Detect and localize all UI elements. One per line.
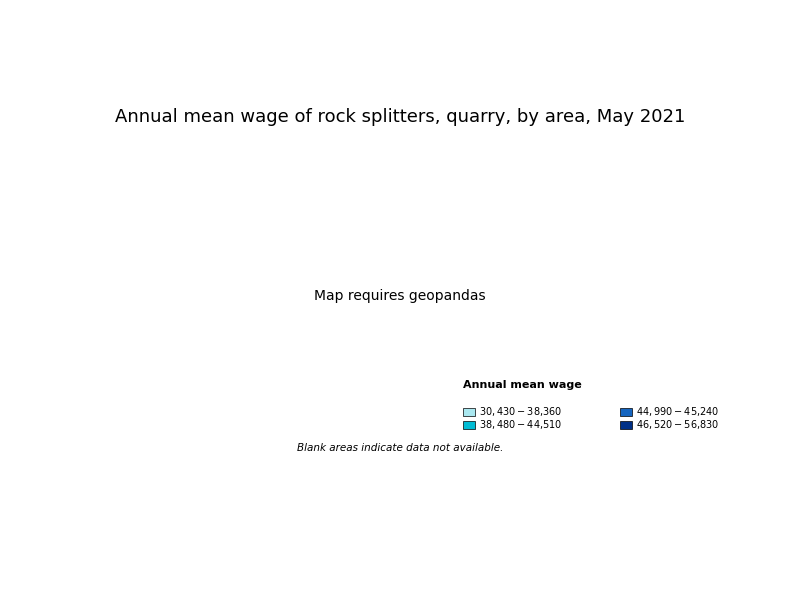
Text: $44,990 - $45,240: $44,990 - $45,240 (636, 405, 719, 418)
FancyBboxPatch shape (620, 421, 632, 429)
Text: Blank areas indicate data not available.: Blank areas indicate data not available. (297, 443, 503, 453)
Text: $38,480 - $44,510: $38,480 - $44,510 (478, 418, 562, 431)
FancyBboxPatch shape (463, 421, 474, 429)
Text: Annual mean wage: Annual mean wage (463, 380, 582, 390)
FancyBboxPatch shape (620, 409, 632, 416)
Text: $46,520 - $56,830: $46,520 - $56,830 (636, 418, 719, 431)
FancyBboxPatch shape (463, 409, 474, 416)
Title: Annual mean wage of rock splitters, quarry, by area, May 2021: Annual mean wage of rock splitters, quar… (115, 108, 685, 126)
Text: Map requires geopandas: Map requires geopandas (314, 289, 486, 303)
Text: $30,430 - $38,360: $30,430 - $38,360 (478, 405, 562, 418)
